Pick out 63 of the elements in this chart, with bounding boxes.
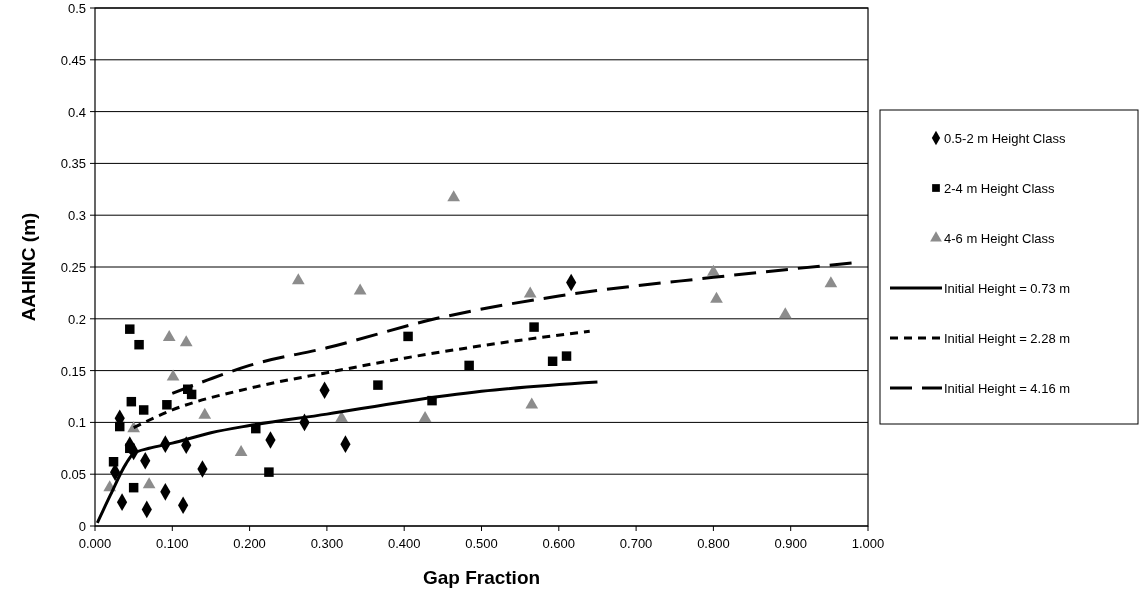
legend-label: 2-4 m Height Class bbox=[944, 181, 1056, 196]
point bbox=[447, 190, 461, 202]
legend-label: Initial Height = 0.73 m bbox=[944, 281, 1071, 296]
point bbox=[126, 396, 137, 407]
point bbox=[128, 482, 139, 493]
y-tick-label: 0.4 bbox=[67, 104, 86, 120]
y-tick-label: 0.15 bbox=[60, 363, 86, 379]
point bbox=[418, 410, 432, 422]
point bbox=[778, 307, 792, 319]
legend-label: 0.5-2 m Height Class bbox=[944, 131, 1066, 146]
y-axis-title: AAHINC (m) bbox=[18, 212, 39, 322]
point bbox=[353, 283, 367, 295]
point bbox=[234, 445, 248, 457]
point bbox=[529, 322, 539, 332]
y-tick-label: 0.05 bbox=[60, 467, 86, 483]
point bbox=[125, 324, 135, 334]
point bbox=[523, 286, 537, 298]
x-tick-label: 0.400 bbox=[387, 536, 421, 551]
point bbox=[162, 330, 176, 342]
point bbox=[710, 291, 723, 303]
point bbox=[525, 397, 539, 409]
point bbox=[179, 335, 193, 347]
point bbox=[166, 369, 180, 381]
point bbox=[142, 477, 156, 489]
x-tick-label: 1.000 bbox=[851, 536, 885, 551]
point bbox=[198, 407, 212, 419]
legend-label: Initial Height = 4.16 m bbox=[944, 381, 1071, 396]
legend-label: 4-6 m Height Class bbox=[944, 231, 1056, 246]
point bbox=[403, 331, 413, 342]
y-tick-label: 0.2 bbox=[67, 311, 86, 327]
point bbox=[162, 400, 172, 410]
x-tick-label: 0.200 bbox=[233, 536, 266, 551]
y-tick-label: 0.45 bbox=[60, 52, 86, 68]
y-tick-label: 0 bbox=[78, 519, 86, 534]
point bbox=[108, 457, 119, 467]
y-tick-label: 0.1 bbox=[67, 415, 86, 431]
point bbox=[134, 339, 144, 350]
point bbox=[114, 421, 125, 432]
x-tick-label: 0.600 bbox=[542, 536, 576, 551]
x-tick-label: 0.000 bbox=[78, 536, 112, 551]
point bbox=[125, 443, 135, 454]
x-tick-label: 0.500 bbox=[465, 536, 498, 551]
x-tick-label: 0.300 bbox=[310, 536, 344, 551]
point bbox=[561, 351, 572, 361]
point bbox=[707, 264, 720, 276]
point bbox=[547, 356, 558, 367]
x-axis-title: Gap Fraction bbox=[422, 567, 541, 588]
point bbox=[373, 380, 383, 390]
y-tick-label: 0.25 bbox=[60, 260, 86, 275]
legend-label: Initial Height = 2.28 m bbox=[944, 331, 1071, 346]
y-tick-label: 0.35 bbox=[60, 156, 86, 172]
point bbox=[824, 276, 838, 288]
y-tick-label: 0.5 bbox=[67, 1, 86, 16]
point bbox=[464, 360, 474, 371]
x-tick-label: 0.100 bbox=[156, 536, 189, 551]
point bbox=[291, 273, 305, 285]
y-tick-label: 0.3 bbox=[67, 208, 86, 224]
point bbox=[138, 405, 149, 415]
x-tick-label: 0.800 bbox=[697, 536, 730, 551]
x-tick-label: 0.700 bbox=[619, 536, 653, 551]
point bbox=[186, 389, 197, 400]
point bbox=[264, 467, 274, 477]
x-tick-label: 0.900 bbox=[774, 536, 807, 551]
